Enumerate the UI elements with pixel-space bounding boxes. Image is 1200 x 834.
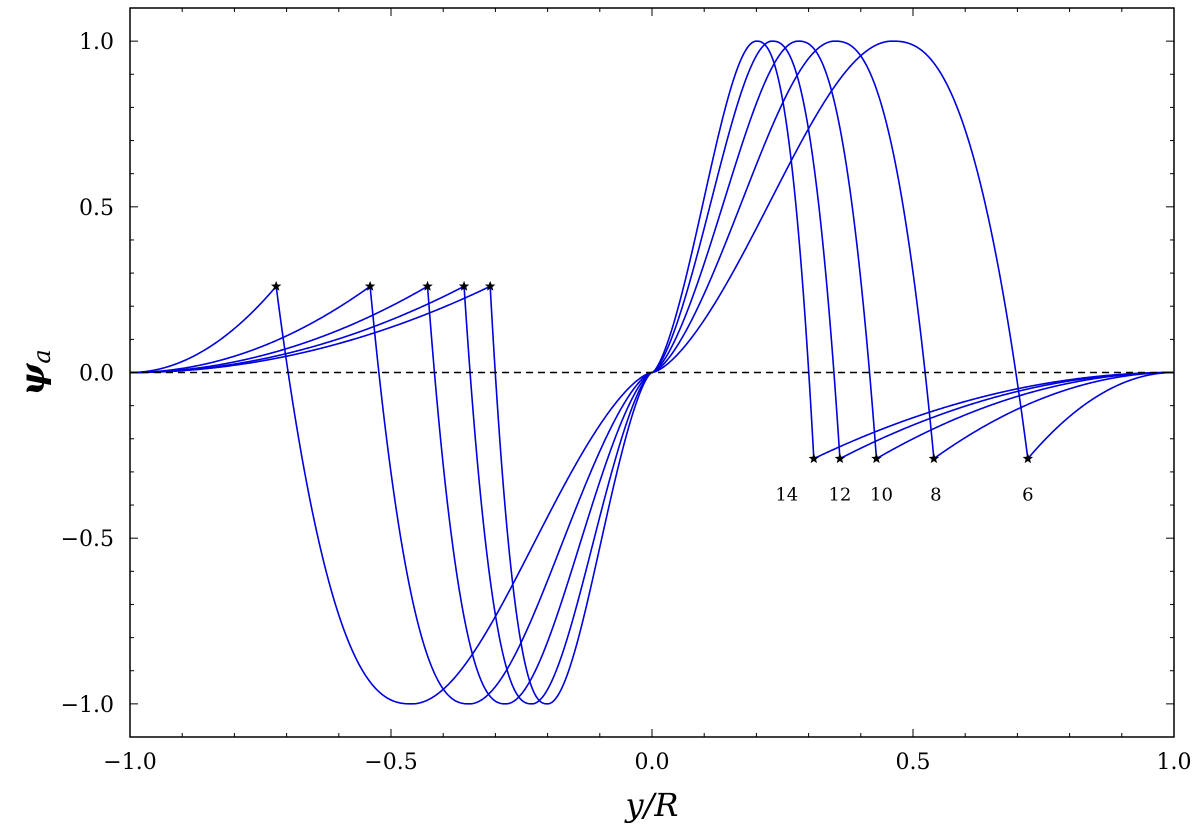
series-label: 8 [930, 485, 941, 506]
series-label: 10 [870, 485, 893, 506]
series-label: 6 [1022, 485, 1033, 506]
star-marker [1022, 453, 1034, 464]
axis-ticks [129, 8, 1175, 737]
star-marker [458, 280, 470, 291]
x-tick-label: −1.0 [103, 750, 156, 775]
x-axis-label: y/R [624, 786, 679, 824]
y-tick-label: 0.0 [79, 362, 114, 387]
star-marker [484, 280, 496, 291]
tick-labels: −1.0 −0.5 0.0 0.5 1.0 −1.0 −0.5 0.0 0.5 1.0 [61, 30, 1192, 775]
star-marker [270, 280, 282, 291]
series-label: 12 [828, 485, 851, 506]
y-tick-label: −1.0 [61, 693, 114, 718]
star-marker [928, 453, 940, 464]
star-marker [808, 453, 820, 464]
x-tick-label: 0.5 [896, 750, 931, 775]
star-marker [871, 453, 882, 464]
series-labels: 6 8 10 12 14 [775, 485, 1033, 506]
series-label: 14 [775, 485, 798, 506]
y-tick-label: −0.5 [61, 527, 114, 552]
x-tick-label: 0.0 [635, 750, 670, 775]
star-marker [422, 280, 433, 291]
y-axis-label: ψa [13, 349, 56, 395]
star-marker [364, 280, 376, 291]
star-marker [834, 453, 846, 464]
y-tick-label: 1.0 [79, 30, 114, 55]
junction-markers [270, 280, 1034, 464]
y-tick-label: 0.5 [79, 196, 114, 221]
x-tick-label: −0.5 [364, 750, 417, 775]
x-tick-label: 1.0 [1157, 750, 1192, 775]
